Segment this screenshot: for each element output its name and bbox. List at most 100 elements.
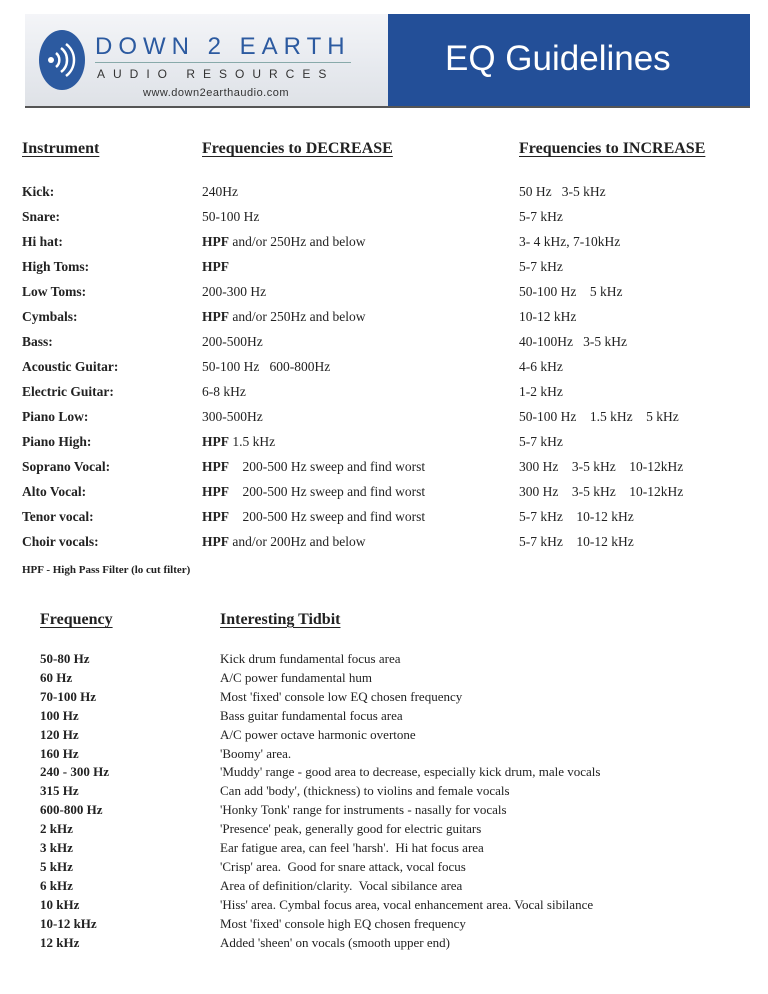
- instrument-label: High Toms:: [22, 259, 90, 274]
- decrease-value: HPF: [202, 259, 229, 275]
- decrease-text: 50-100 Hz: [202, 209, 260, 224]
- tidbit-text: Most 'fixed' console low EQ chosen frequ…: [220, 688, 463, 704]
- instrument-label: Alto Vocal:: [22, 484, 87, 499]
- decrease-text: 1.5 kHz: [229, 434, 276, 449]
- instrument-label: Tenor vocal:: [22, 509, 94, 524]
- column-header-increase: Frequencies to INCREASE: [519, 140, 706, 157]
- decrease-value: 300-500Hz: [202, 409, 263, 425]
- increase-value: 4-6 kHz: [519, 359, 563, 374]
- website: www.down2earthaudio.com: [143, 87, 290, 99]
- increase-value: 300 Hz 3-5 kHz 10-12kHz: [519, 459, 684, 474]
- increase-value: 5-7 kHz: [519, 209, 563, 224]
- frequency-label: 50-80 Hz: [40, 651, 90, 666]
- tidbit-text: 'Hiss' area. Cymbal focus area, vocal en…: [220, 896, 594, 912]
- decrease-value: 50-100 Hz 600-800Hz: [202, 359, 330, 375]
- instrument-label: Electric Guitar:: [22, 384, 114, 399]
- increase-value: 5-7 kHz 10-12 kHz: [519, 534, 634, 549]
- decrease-value: 200-500Hz: [202, 334, 263, 350]
- frequency-label: 10-12 kHz: [40, 915, 97, 931]
- tidbit-text: Kick drum fundamental focus area: [220, 651, 401, 666]
- decrease-text: 50-100 Hz 600-800Hz: [202, 359, 331, 374]
- frequency-label: 600-800 Hz: [40, 802, 103, 818]
- instrument-label: Low Toms:: [22, 284, 87, 299]
- tidbit-text: Area of definition/clarity. Vocal sibila…: [220, 877, 463, 893]
- frequency-label: 160 Hz: [40, 745, 79, 761]
- column-header-frequency: Frequency: [40, 611, 113, 628]
- frequency-label: 60 Hz: [40, 669, 73, 685]
- instrument-label: Snare:: [22, 209, 61, 224]
- hpf-label: HPF: [202, 234, 229, 249]
- frequency-label: 6 kHz: [40, 877, 73, 893]
- logo: DOWN 2 EARTH AUDIO RESOURCES www.down2ea…: [25, 14, 388, 108]
- decrease-text: and/or 200Hz and below: [229, 534, 366, 549]
- decrease-text: 200-500 Hz sweep and find worst: [229, 484, 426, 499]
- decrease-text: 200-300 Hz: [202, 284, 267, 299]
- tidbit-text: 'Presence' peak, generally good for elec…: [220, 821, 482, 837]
- instrument-label: Soprano Vocal:: [22, 459, 111, 474]
- increase-value: 5-7 kHz: [519, 259, 563, 274]
- tidbit-text: 'Muddy' range - good area to decrease, e…: [220, 764, 601, 780]
- increase-value: 5-7 kHz: [519, 434, 563, 449]
- header-banner: DOWN 2 EARTH AUDIO RESOURCES www.down2ea…: [25, 14, 750, 108]
- decrease-text: 200-500Hz: [202, 334, 263, 349]
- decrease-value: HPF and/or 250Hz and below: [202, 234, 365, 250]
- increase-value: 50-100 Hz 5 kHz: [519, 284, 623, 299]
- brand-subtitle: AUDIO RESOURCES: [97, 67, 335, 81]
- decrease-value: 50-100 Hz: [202, 209, 259, 225]
- tidbit-text: Can add 'body', (thickness) to violins a…: [220, 783, 510, 799]
- title-panel: EQ Guidelines: [388, 14, 750, 108]
- decrease-text: 6-8 kHz: [202, 384, 246, 399]
- frequency-label: 3 kHz: [40, 840, 73, 855]
- decrease-text: 300-500Hz: [202, 409, 263, 424]
- tidbit-text: A/C power octave harmonic overtone: [220, 726, 416, 742]
- column-header-instrument: Instrument: [22, 140, 100, 157]
- increase-value: 3- 4 kHz, 7-10kHz: [519, 234, 621, 249]
- increase-value: 1-2 kHz: [519, 384, 563, 399]
- increase-value: 50 Hz 3-5 kHz: [519, 184, 606, 199]
- increase-value: 300 Hz 3-5 kHz 10-12kHz: [519, 484, 684, 499]
- decrease-text: and/or 250Hz and below: [229, 234, 366, 249]
- instrument-label: Cymbals:: [22, 309, 78, 324]
- hpf-label: HPF: [202, 434, 229, 449]
- increase-value: 5-7 kHz 10-12 kHz: [519, 509, 634, 524]
- decrease-text: 240Hz: [202, 184, 238, 199]
- instrument-label: Piano High:: [22, 434, 92, 449]
- decrease-text: and/or 250Hz and below: [229, 309, 366, 324]
- footnote: HPF - High Pass Filter (lo cut filter): [22, 564, 191, 576]
- hpf-label: HPF: [202, 484, 229, 499]
- tidbit-text: Added 'sheen' on vocals (smooth upper en…: [220, 934, 450, 950]
- increase-value: 10-12 kHz: [519, 309, 577, 324]
- decrease-value: HPF and/or 200Hz and below: [202, 534, 365, 550]
- tidbit-text: Ear fatigue area, can feel 'harsh'. Hi h…: [220, 840, 484, 855]
- decrease-value: HPF and/or 250Hz and below: [202, 309, 365, 325]
- instrument-label: Acoustic Guitar:: [22, 359, 119, 374]
- tidbit-text: 'Honky Tonk' range for instruments - nas…: [220, 802, 507, 818]
- sound-waves-icon: [39, 30, 85, 90]
- frequency-label: 120 Hz: [40, 726, 79, 742]
- tidbit-text: Most 'fixed' console high EQ chosen freq…: [220, 915, 466, 931]
- decrease-value: 200-300 Hz: [202, 284, 266, 300]
- increase-value: 50-100 Hz 1.5 kHz 5 kHz: [519, 409, 679, 424]
- column-header-tidbit: Interesting Tidbit: [220, 611, 341, 628]
- tidbit-text: Bass guitar fundamental focus area: [220, 707, 403, 723]
- frequency-label: 100 Hz: [40, 707, 79, 723]
- hpf-label: HPF: [202, 259, 229, 274]
- page-title: EQ Guidelines: [445, 39, 671, 78]
- instrument-label: Piano Low:: [22, 409, 89, 424]
- column-header-decrease: Frequencies to DECREASE: [202, 140, 393, 157]
- instrument-label: Hi hat:: [22, 234, 63, 249]
- hpf-label: HPF: [202, 309, 229, 324]
- instrument-label: Choir vocals:: [22, 534, 99, 549]
- decrease-text: 200-500 Hz sweep and find worst: [229, 509, 426, 524]
- frequency-label: 5 kHz: [40, 858, 73, 874]
- hpf-label: HPF: [202, 534, 229, 549]
- frequency-label: 12 kHz: [40, 934, 80, 950]
- frequency-label: 315 Hz: [40, 783, 79, 799]
- tidbit-text: 'Crisp' area. Good for snare attack, voc…: [220, 858, 466, 874]
- decrease-value: HPF 200-500 Hz sweep and find worst: [202, 484, 425, 500]
- frequency-label: 70-100 Hz: [40, 688, 96, 704]
- decrease-value: 6-8 kHz: [202, 384, 246, 400]
- decrease-value: 240Hz: [202, 184, 238, 200]
- frequency-label: 10 kHz: [40, 896, 80, 912]
